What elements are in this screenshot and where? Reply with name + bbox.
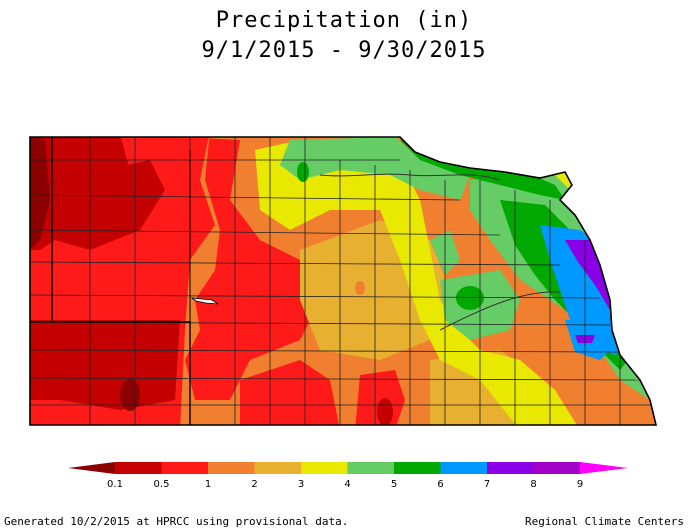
legend-swatch [161, 462, 209, 474]
legend-swatch [347, 462, 395, 474]
legend-swatch [208, 462, 255, 474]
legend-tick-label: 5 [391, 479, 397, 490]
zone-tan-ne [600, 160, 650, 205]
legend-arrow-low [68, 462, 115, 474]
legend-swatch [394, 462, 441, 474]
legend-arrow-high [580, 462, 628, 474]
legend-colorbar [68, 462, 628, 474]
legend-swatch [254, 462, 302, 474]
zone-red-south [240, 360, 340, 425]
zone-maroon-spot [120, 379, 140, 411]
legend-tick-label: 9 [577, 479, 583, 490]
lake [190, 297, 219, 305]
state-borders [29, 136, 658, 426]
legend-swatch [440, 462, 488, 474]
legend-tick-label: 3 [298, 479, 304, 490]
legend-swatch [533, 462, 581, 474]
precip-fill [30, 137, 656, 425]
zone-red-west [30, 137, 320, 400]
map-title: Precipitation (in) [215, 8, 473, 33]
legend-tick-label: 8 [530, 479, 536, 490]
zone-darkred-nw2 [55, 160, 165, 250]
legend-swatch [115, 462, 162, 474]
legend-swatch [487, 462, 534, 474]
legend-swatch [301, 462, 348, 474]
county-lines [30, 137, 656, 425]
zone-darkred-sw [30, 320, 180, 410]
legend-labels: 0.1 0.5 1 2 3 4 5 6 7 8 9 [107, 479, 583, 490]
legend-tick-label: 2 [251, 479, 257, 490]
legend-tick-label: 0.5 [154, 479, 170, 490]
zone-maroon-west [30, 137, 50, 250]
legend-tick-label: 4 [344, 479, 350, 490]
zone-orange-spot [355, 281, 365, 295]
zone-darkred-south [377, 398, 393, 425]
legend-tick-label: 0.1 [107, 479, 123, 490]
zone-green-spot-north [297, 162, 309, 182]
legend-tick-label: 6 [437, 479, 443, 490]
zone-green-spot [456, 286, 484, 310]
credit-note: Regional Climate Centers [525, 515, 684, 528]
date-range: 9/1/2015 - 9/30/2015 [201, 38, 487, 63]
legend-tick-label: 1 [205, 479, 211, 490]
generated-note: Generated 10/2/2015 at HPRCC using provi… [4, 515, 349, 528]
legend-tick-label: 7 [484, 479, 490, 490]
zone-yellow [255, 137, 580, 425]
